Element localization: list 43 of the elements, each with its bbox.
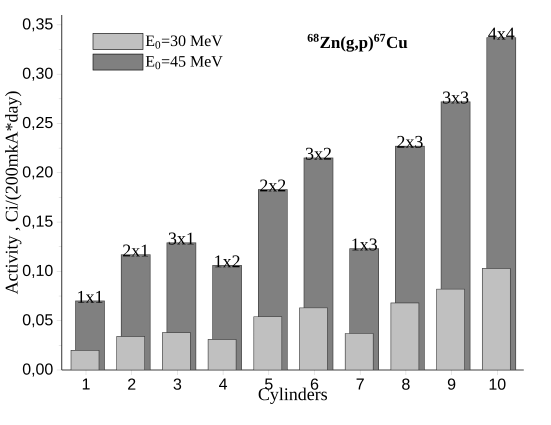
x-tick-label: 8	[402, 378, 410, 390]
x-tick-label: 5	[265, 378, 273, 390]
x-tick-label: 9	[448, 378, 456, 390]
y-tick-label: 0,30	[22, 68, 53, 81]
bar	[390, 302, 420, 370]
y-tick-label: 0,05	[22, 314, 53, 328]
bar	[162, 332, 191, 370]
y-tick-label: 0,10	[22, 264, 53, 278]
annotation: 3x3	[442, 92, 468, 104]
y-axis-title: Activity , Ci/(200mkA*day)	[5, 91, 22, 294]
annotation: 2x3	[397, 136, 423, 148]
annotation: 3x1	[168, 232, 194, 245]
bar	[70, 350, 100, 370]
x-tick-label: 3	[174, 378, 182, 390]
legend-label: E$_{0}$=30 MeV	[146, 35, 223, 49]
annotation: 4x4	[488, 28, 514, 40]
y-tick-label: 0,00	[22, 363, 53, 377]
y-tick-label: 0,20	[22, 166, 53, 180]
bar	[116, 336, 146, 370]
x-tick-label: 6	[310, 378, 318, 390]
annotation: 1x1	[78, 290, 102, 303]
annotation: 2x1	[123, 244, 148, 256]
annotation: 1x3	[352, 238, 377, 251]
annotation: 3x2	[306, 148, 331, 160]
bar	[482, 268, 511, 370]
annotation: 1x2	[215, 255, 240, 268]
text: $^{68}$Zn(g,p)$^{67}$Cu	[308, 34, 408, 52]
x-tick-label: 4	[219, 378, 228, 390]
y-tick-label: 0,25	[22, 116, 53, 130]
legend-label: E$_{0}$=45 MeV	[146, 56, 223, 70]
x-tick-label: 2	[128, 378, 136, 390]
bar	[208, 339, 236, 370]
y-tick-label: 0,15	[22, 216, 53, 229]
x-tick-label: 1	[82, 378, 90, 390]
x-tick-label: 10	[490, 378, 506, 390]
x-tick-label: 7	[356, 378, 364, 390]
bar	[299, 308, 328, 370]
annotation: 2x2	[260, 179, 286, 192]
bar	[344, 333, 374, 370]
bar	[253, 316, 282, 370]
y-tick-label: 0,35	[22, 18, 53, 32]
bar	[436, 288, 465, 370]
x-axis-title: Cylinders	[258, 388, 328, 404]
